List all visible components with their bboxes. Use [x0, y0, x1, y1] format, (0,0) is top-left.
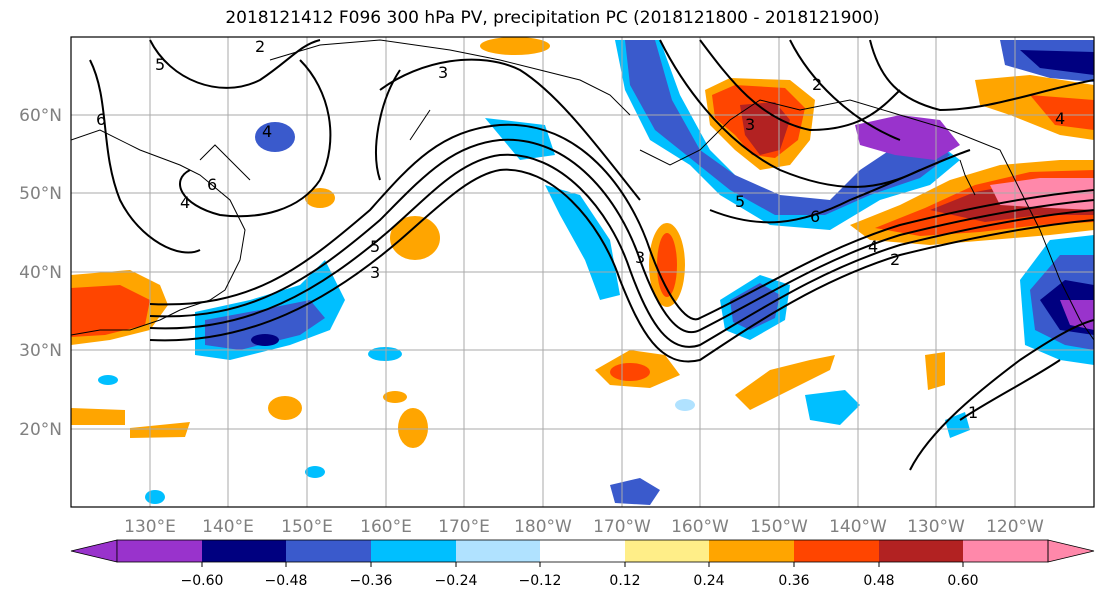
contour-label-group: 2 3 5 6 4 6 4 5 3 3 3 2 5 6 4 2 1 4	[96, 37, 1065, 422]
shade-region	[251, 334, 279, 346]
colorbar-frame	[116, 539, 1049, 563]
contour-label: 2	[255, 37, 265, 56]
shade-region	[71, 285, 150, 337]
contour-label: 3	[438, 63, 448, 82]
colorbar-segment	[286, 540, 371, 562]
colorbar-tick-label: 0.12	[609, 573, 640, 589]
shade-region	[735, 355, 835, 410]
colorbar-segment	[879, 540, 963, 562]
lat-label: 60°N	[19, 106, 62, 126]
colorbar-tick-labels: −0.60 −0.48 −0.36 −0.24 −0.12 0.12 0.24 …	[181, 573, 979, 589]
colorbar-tick-label: 0.36	[778, 573, 809, 589]
colorbar-segment	[202, 540, 286, 562]
shade-region	[205, 300, 325, 350]
colorbar-segment	[456, 540, 540, 562]
contour-label: 3	[635, 248, 645, 267]
lon-label: 150°E	[281, 517, 333, 537]
contour-label: 6	[810, 207, 820, 226]
colorbar-segment	[540, 540, 625, 562]
colorbar-segment	[963, 540, 1048, 562]
lon-label: 170°W	[593, 517, 651, 537]
contour-label: 6	[96, 110, 106, 129]
colorbar-ticks	[201, 562, 964, 567]
shade-region	[545, 185, 620, 300]
coastlines	[71, 39, 1094, 341]
shade-region	[255, 122, 295, 152]
shade-region	[480, 37, 550, 55]
shade-region	[805, 390, 860, 425]
contour-label: 2	[890, 250, 900, 269]
colorbar-segment	[117, 540, 202, 562]
shade-region	[98, 375, 118, 385]
shade-region	[625, 40, 950, 215]
lon-label: 160°W	[671, 517, 729, 537]
colorbar-tick-label: −0.60	[181, 573, 224, 589]
contour-label: 3	[370, 263, 380, 282]
lon-label: 130°W	[907, 517, 965, 537]
lon-label: 140°W	[829, 517, 887, 537]
colorbar-tick-label: 0.60	[947, 573, 978, 589]
contour-label: 5	[735, 192, 745, 211]
colorbar-extend-right	[1047, 539, 1095, 563]
shade-region	[675, 399, 695, 411]
colorbar-tick-label: −0.48	[265, 573, 308, 589]
shade-region	[145, 490, 165, 504]
contour-label: 2	[812, 75, 822, 94]
shade-region	[368, 347, 402, 361]
colorbar-tick-label: −0.36	[350, 573, 393, 589]
colorbar-extend-left	[70, 539, 118, 563]
colorbar-tick-label: 0.48	[863, 573, 894, 589]
pv-contours	[89, 39, 1094, 471]
contour-label: 4	[1055, 109, 1065, 128]
shade-region	[71, 408, 125, 425]
shade-region	[390, 216, 440, 260]
colorbar-segment	[625, 540, 709, 562]
lat-label: 50°N	[19, 184, 62, 204]
colorbar-tick-label: −0.12	[519, 573, 562, 589]
contour-label: 1	[968, 403, 978, 422]
graticule	[71, 37, 1094, 507]
shade-region	[1030, 95, 1094, 130]
colorbar: −0.60 −0.48 −0.36 −0.24 −0.12 0.12 0.24 …	[70, 539, 1095, 589]
lon-label: 170°E	[438, 517, 490, 537]
lon-label: 120°W	[986, 517, 1044, 537]
contour-label: 3	[745, 115, 755, 134]
shade-region	[398, 408, 428, 448]
shade-region	[925, 352, 945, 390]
shade-region	[610, 363, 650, 381]
colorbar-segment	[709, 540, 794, 562]
lat-label: 20°N	[19, 420, 62, 440]
lat-label: 30°N	[19, 341, 62, 361]
lon-label: 150°W	[750, 517, 808, 537]
contour-label: 6	[207, 175, 217, 194]
shade-region	[305, 466, 325, 478]
shade-region	[305, 188, 335, 208]
map-frame	[70, 36, 1095, 508]
lat-label: 40°N	[19, 263, 62, 283]
shade-region	[268, 396, 302, 420]
contour-label: 5	[155, 55, 165, 74]
shade-region	[1020, 50, 1094, 75]
lon-label: 130°E	[124, 517, 176, 537]
colorbar-segment	[794, 540, 879, 562]
lon-label: 180°W	[514, 517, 572, 537]
colorbar-segment	[371, 540, 456, 562]
contour-label: 5	[370, 237, 380, 256]
shade-region	[383, 391, 407, 403]
lon-label: 140°E	[202, 517, 254, 537]
map-title: 2018121412 F096 300 hPa PV, precipitatio…	[225, 8, 880, 28]
shade-region	[130, 422, 190, 438]
lon-label: 160°E	[360, 517, 412, 537]
precip-shading	[71, 37, 1094, 505]
lon-labels: 130°E 140°E 150°E 160°E 170°E 180°W 170°…	[124, 517, 1044, 537]
contour-label: 4	[262, 122, 272, 141]
colorbar-tick-label: −0.24	[435, 573, 478, 589]
shade-region	[855, 115, 960, 160]
lat-labels: 60°N 50°N 40°N 30°N 20°N	[19, 106, 62, 440]
contour-label: 4	[868, 237, 878, 256]
colorbar-tick-label: 0.24	[693, 573, 724, 589]
contour-label: 4	[180, 193, 190, 212]
